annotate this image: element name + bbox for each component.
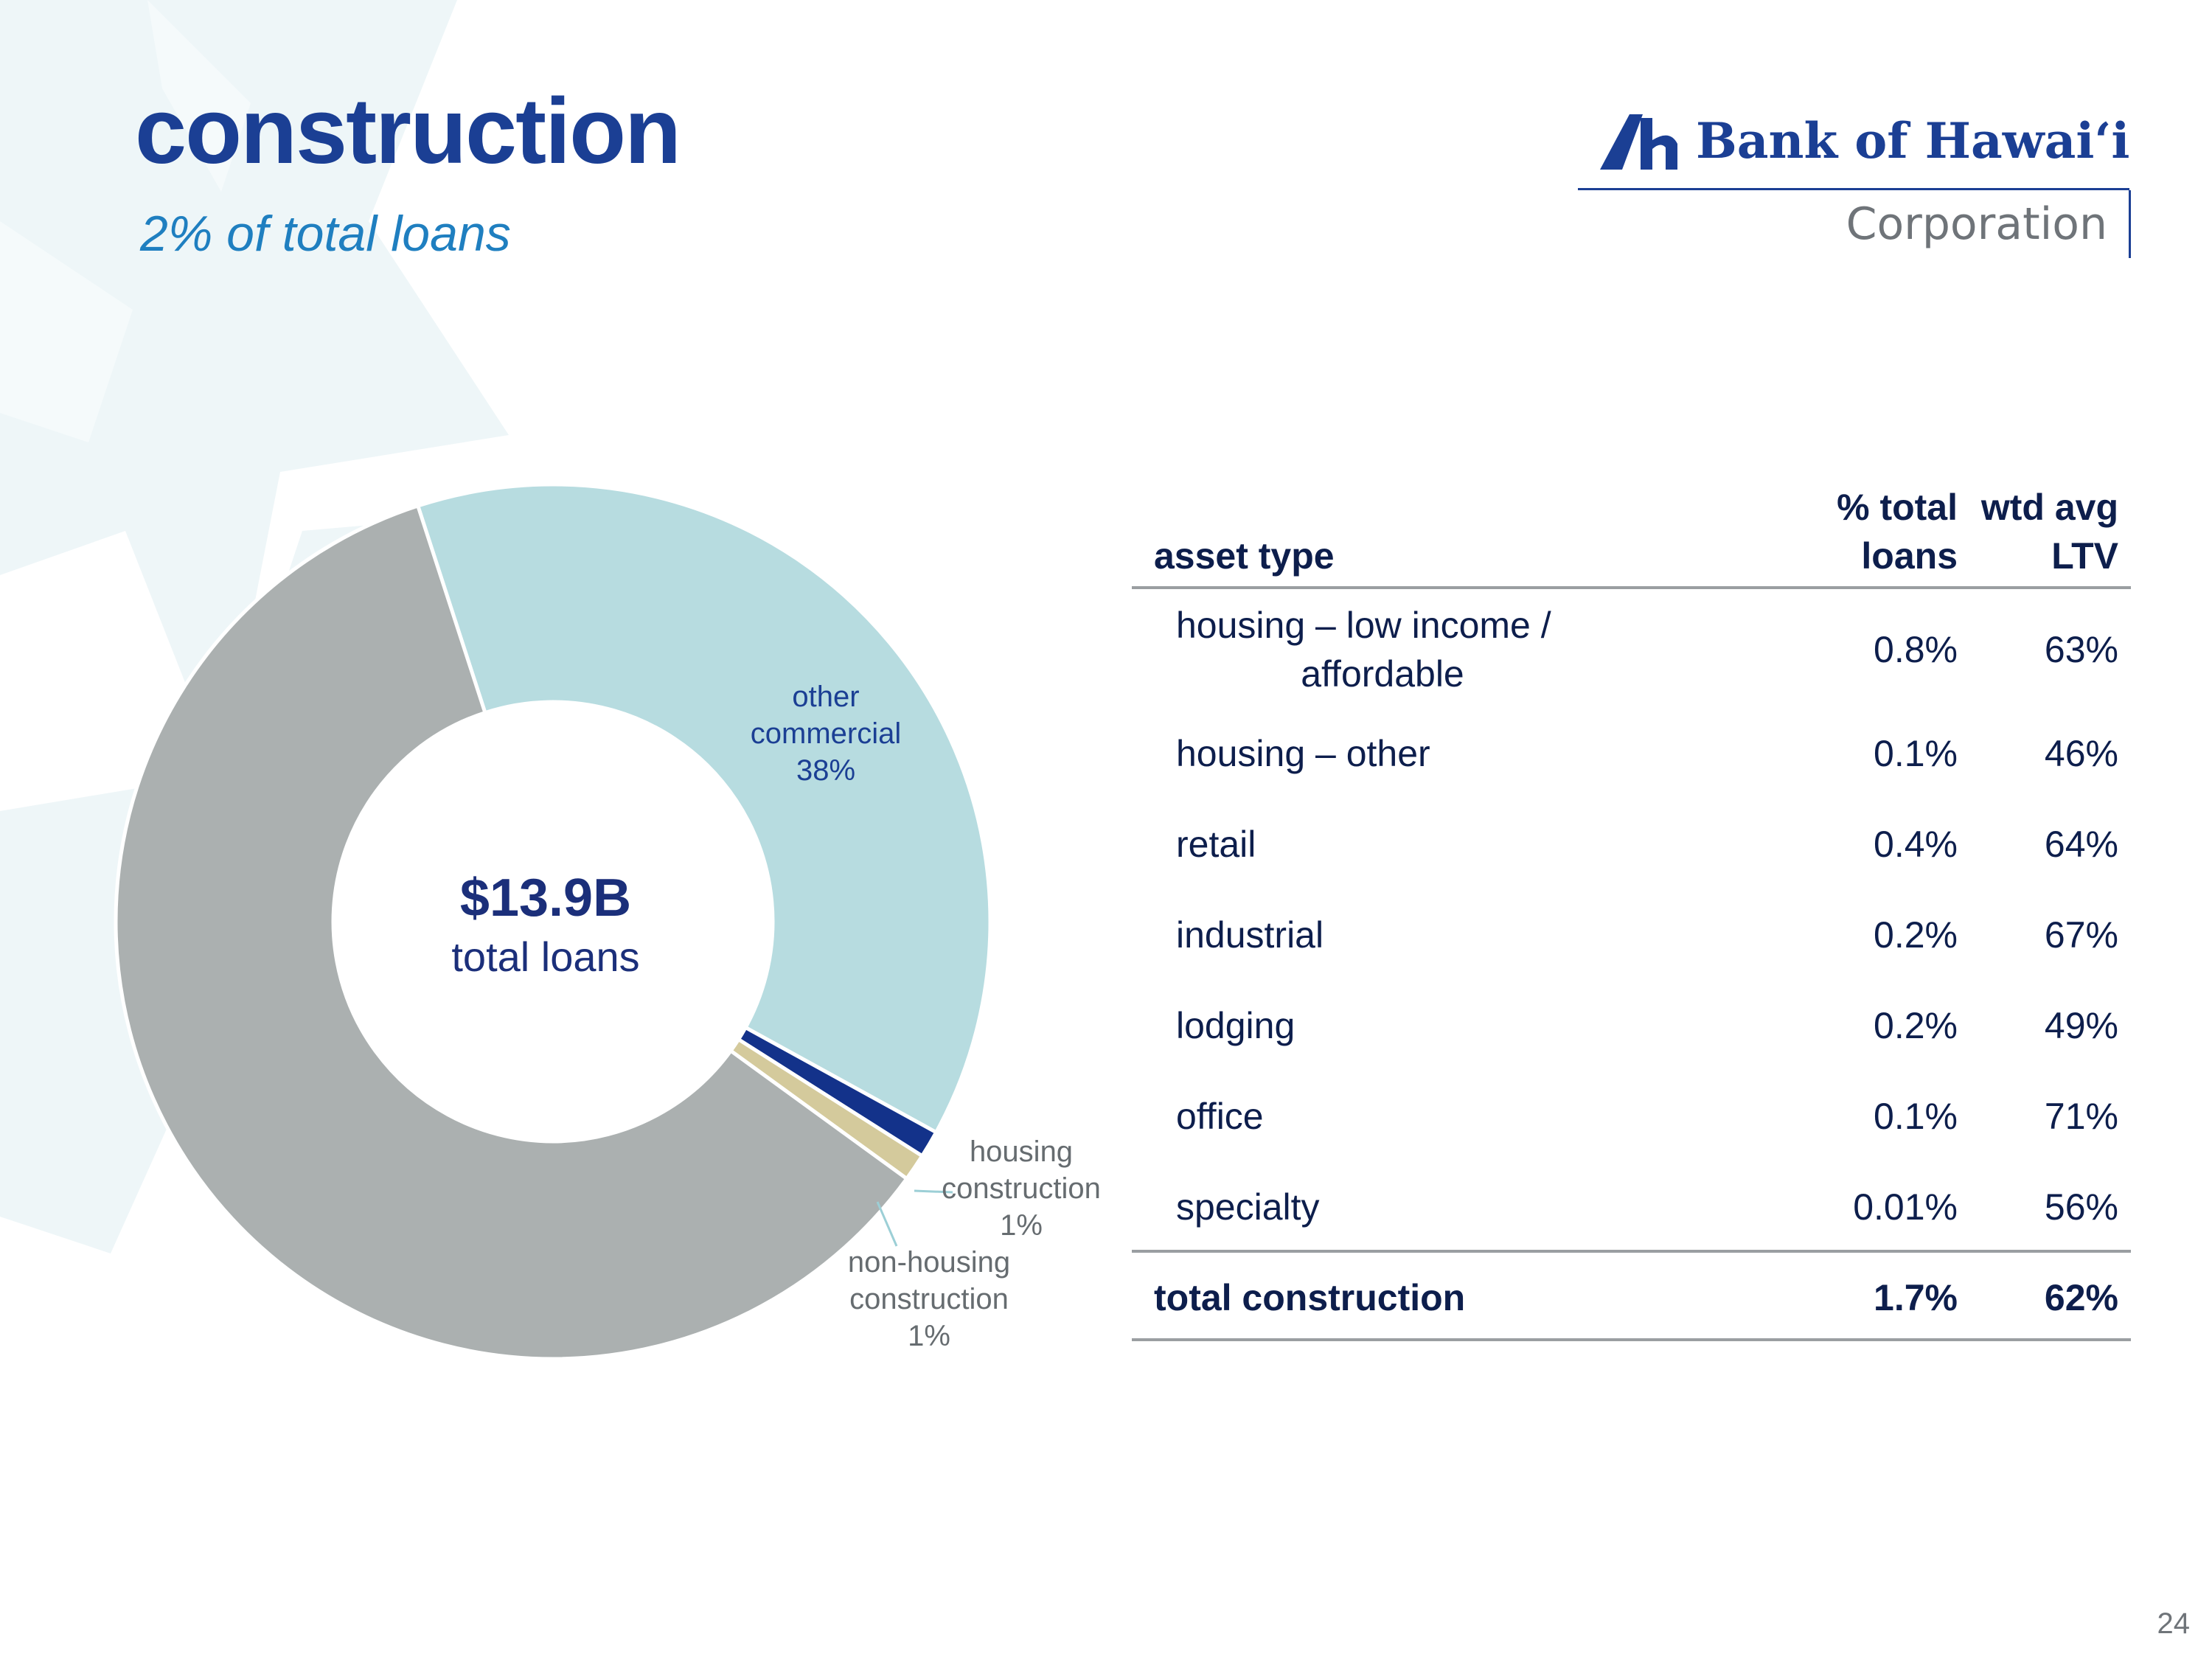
cell-asset-type: housing – other (1176, 733, 1430, 774)
logo-divider (1578, 188, 2129, 190)
logo-divider-vertical (2129, 190, 2131, 258)
donut-center-value: $13.9B (459, 869, 632, 928)
cell-total-label: total construction (1154, 1277, 1466, 1318)
cell-pct-total-loans: 0.2% (1874, 1005, 1958, 1046)
header-pct-total-loans: % total loans (1837, 487, 1958, 577)
page-number: 24 (2157, 1607, 2191, 1640)
slide-title: construction (135, 79, 681, 183)
cell-pct-total-loans: 0.2% (1874, 914, 1958, 956)
header-asset-type: asset type (1154, 535, 1335, 577)
bottom-rule (1132, 1338, 2131, 1341)
cell-asset-type: housing – low income / affordable (1176, 605, 1551, 695)
bank-logo-mark-icon (1600, 114, 1677, 170)
cell-wtd-avg-ltv: 71% (2044, 1096, 2118, 1137)
cell-wtd-avg-ltv: 46% (2044, 733, 2118, 774)
bank-logo-name: Bank of Hawai‘i (1696, 112, 2130, 170)
header-rule (1132, 586, 2131, 589)
donut-center-caption: total loans (451, 933, 640, 980)
cell-total-ltv: 62% (2044, 1277, 2118, 1318)
cell-asset-type: lodging (1176, 1005, 1295, 1046)
cell-asset-type: industrial (1176, 914, 1324, 956)
cell-wtd-avg-ltv: 63% (2044, 629, 2118, 670)
slide-subtitle: 2% of total loans (140, 206, 511, 262)
bank-logo: Bank of Hawai‘i Corporation (1578, 103, 2138, 265)
bank-logo-sub: Corporation (1846, 198, 2107, 250)
cell-asset-type: office (1176, 1096, 1264, 1137)
slice-other-commercial (415, 482, 992, 1135)
leader-housing-construction (914, 1189, 953, 1194)
header-wtd-avg-ltv: wtd avg LTV (1980, 487, 2118, 577)
cell-pct-total-loans: 0.1% (1874, 1096, 1958, 1137)
cell-pct-total-loans: 0.4% (1874, 824, 1958, 865)
leader-non-housing-construction (876, 1201, 898, 1247)
cell-asset-type: retail (1176, 824, 1256, 865)
cell-pct-total-loans: 0.1% (1874, 733, 1958, 774)
cell-total-pct: 1.7% (1874, 1277, 1958, 1318)
cell-pct-total-loans: 0.01% (1853, 1186, 1958, 1228)
slice-label-other-commercial: other commercial 38% (750, 681, 902, 787)
cell-wtd-avg-ltv: 56% (2044, 1186, 2118, 1228)
cell-wtd-avg-ltv: 49% (2044, 1005, 2118, 1046)
cell-wtd-avg-ltv: 64% (2044, 824, 2118, 865)
slice-remaining-loans (114, 503, 910, 1361)
slice-label-non-housing-construction: non-housing construction 1% (847, 1246, 1011, 1352)
total-rule (1132, 1250, 2131, 1253)
cell-asset-type: specialty (1176, 1186, 1320, 1228)
cell-pct-total-loans: 0.8% (1874, 629, 1958, 670)
slice-label-housing-construction: housing construction 1% (942, 1135, 1101, 1242)
cell-wtd-avg-ltv: 67% (2044, 914, 2118, 956)
